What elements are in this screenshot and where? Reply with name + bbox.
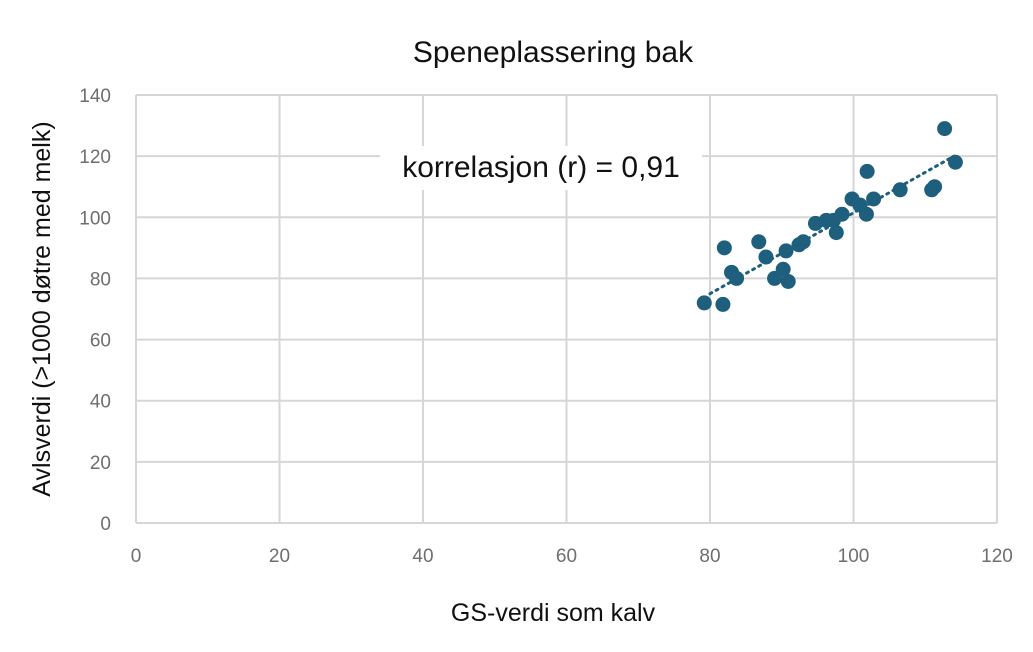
data-point [780, 273, 796, 289]
data-point [947, 154, 963, 170]
chart-title: Speneplassering bak [413, 36, 694, 69]
y-tick-label: 60 [90, 331, 111, 352]
data-point [828, 225, 844, 241]
annotation-background [380, 146, 702, 190]
y-tick-label: 100 [79, 208, 111, 229]
data-point [778, 243, 794, 259]
data-point [834, 206, 850, 222]
data-point [716, 240, 732, 256]
y-tick-label: 140 [79, 86, 111, 107]
data-point [715, 296, 731, 312]
y-axis-label: Avlsverdi (>1000 døtre med melk) [28, 121, 56, 496]
x-tick-label: 120 [981, 546, 1013, 567]
x-tick-labels: 0 20 40 60 80 100 120 [131, 546, 1013, 567]
y-tick-label: 40 [90, 392, 111, 413]
data-point [758, 249, 774, 265]
x-tick-label: 80 [699, 546, 720, 567]
x-axis-label: GS-verdi som kalv [451, 599, 656, 627]
data-point [859, 163, 875, 179]
x-tick-label: 40 [412, 546, 433, 567]
correlation-annotation: korrelasjon (r) = 0,91 [402, 151, 680, 184]
data-point [927, 179, 943, 195]
y-tick-label: 80 [90, 269, 111, 290]
y-tick-label: 20 [90, 453, 111, 474]
x-tick-label: 0 [131, 546, 142, 567]
data-point [775, 261, 791, 277]
data-point [937, 121, 953, 137]
x-tick-label: 100 [838, 546, 870, 567]
y-tick-label: 120 [79, 147, 111, 168]
y-tick-labels: 0 20 40 60 80 100 120 140 [79, 86, 111, 535]
x-tick-label: 20 [269, 546, 290, 567]
data-point [892, 182, 908, 198]
data-points [696, 121, 963, 312]
x-tick-label: 60 [556, 546, 577, 567]
data-point [858, 206, 874, 222]
data-point [729, 270, 745, 286]
data-point [751, 234, 767, 250]
data-point [696, 295, 712, 311]
data-point [866, 191, 882, 207]
data-point [795, 234, 811, 250]
y-tick-label: 0 [100, 514, 111, 535]
